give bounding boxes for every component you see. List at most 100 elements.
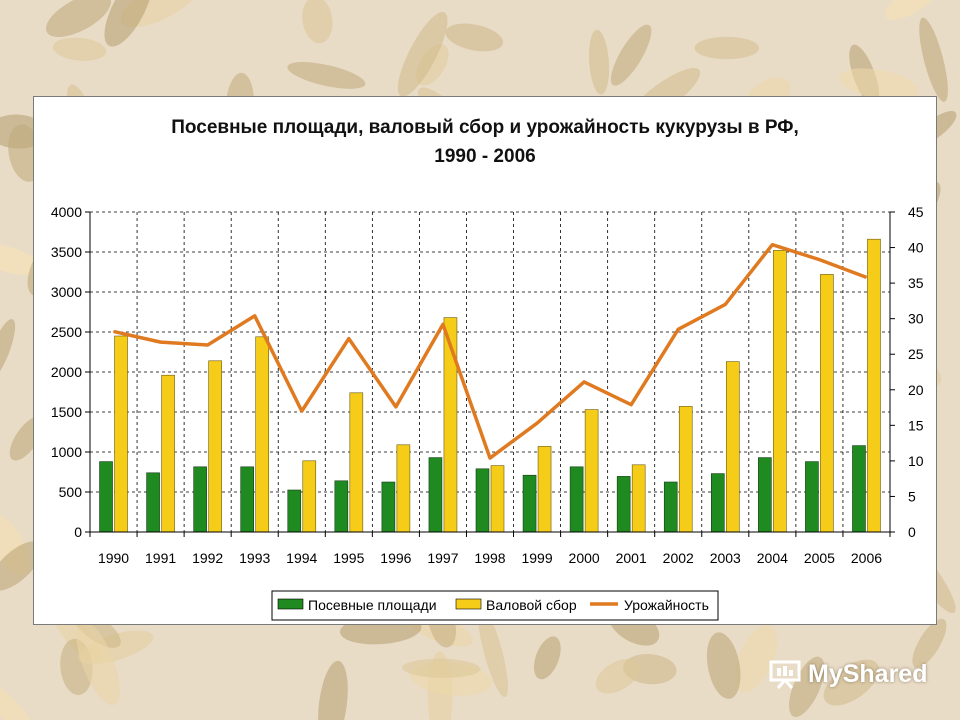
- yield-point-1991: [160, 341, 162, 343]
- grain-shape: [402, 658, 481, 678]
- bar-gross-1992: [208, 360, 222, 533]
- bar-gross-1999: [537, 446, 552, 533]
- legend-label-yield: Урожайность: [624, 597, 709, 613]
- right-tick-label: 40: [908, 240, 924, 256]
- yield-point-1996: [395, 406, 397, 408]
- bar-gross-2006: [867, 238, 881, 533]
- grain-shape: [52, 37, 107, 61]
- right-axis-ticks: 0 5 10 15 20 25 30 35 40 45: [890, 204, 924, 540]
- grain-shape: [0, 677, 33, 720]
- x-axis-ticks: 1990 1991 1992 1993 1994 1995 1996 1997 1998 1999…: [89, 532, 891, 566]
- yield-point-1995: [348, 338, 350, 340]
- yield-line-group: [113, 242, 868, 460]
- x-tick-label: 1993: [239, 550, 270, 566]
- bar-gross-1995: [349, 392, 364, 533]
- legend: Посевные площади Валовой сбор Урожайност…: [271, 590, 719, 621]
- right-tick-label: 45: [908, 204, 924, 220]
- bar-gross-2000: [584, 409, 599, 533]
- left-tick-label: 4000: [51, 204, 82, 220]
- area-bars: [99, 445, 866, 533]
- x-tick-label: 2004: [757, 550, 788, 566]
- grain-shape: [533, 636, 561, 680]
- x-tick-label: 1990: [98, 550, 129, 566]
- yield-point-1992: [207, 344, 209, 346]
- bar-gross-2005: [820, 274, 834, 533]
- grain-shape: [823, 659, 880, 706]
- bar-gross-1993: [255, 336, 270, 533]
- left-tick-label: 3000: [51, 284, 82, 300]
- yield-point-1994: [301, 410, 303, 412]
- bar-area-2003: [710, 473, 725, 533]
- yield-point-2000: [583, 381, 585, 383]
- presentation-icon: [769, 660, 801, 689]
- grain-shape: [302, 0, 333, 44]
- bar-area-1995: [334, 480, 349, 533]
- grain-shape: [0, 243, 43, 275]
- grain-shape: [919, 17, 948, 102]
- x-tick-label: 2006: [851, 550, 882, 566]
- yield-point-1997: [442, 323, 444, 325]
- watermark-text: MyShared: [808, 659, 928, 688]
- grain-shape: [610, 24, 652, 86]
- chart-subtitle: 1990 - 2006: [434, 146, 535, 167]
- x-tick-label: 1999: [521, 550, 552, 566]
- yield-point-1993: [254, 315, 256, 317]
- grain-shape: [588, 29, 610, 95]
- yield-point-2003: [724, 303, 726, 305]
- grain-shape: [104, 0, 153, 47]
- grain-shape: [839, 68, 919, 101]
- bar-area-1990: [99, 461, 113, 533]
- bar-gross-1998: [490, 465, 505, 533]
- x-tick-label: 1998: [474, 550, 505, 566]
- right-tick-label: 10: [908, 453, 924, 469]
- yield-point-2005: [818, 259, 820, 261]
- grain-shape: [0, 319, 16, 383]
- chart-title: Посевные площади, валовый сбор и урожайн…: [171, 117, 798, 138]
- grain-shape: [477, 605, 508, 698]
- left-tick-label: 500: [59, 484, 83, 500]
- bar-gross-1996: [396, 444, 411, 533]
- grain-shape: [734, 624, 778, 693]
- left-tick-label: 2000: [51, 364, 82, 380]
- grain-shape: [885, 0, 939, 20]
- grain-shape: [397, 11, 448, 97]
- bar-gross-2002: [678, 406, 693, 533]
- bar-gross-2004: [773, 250, 787, 533]
- grain-shape: [595, 658, 640, 694]
- grain-shape: [706, 632, 741, 699]
- bar-area-1998: [475, 468, 490, 533]
- x-tick-label: 2003: [710, 550, 741, 566]
- bar-area-1996: [381, 481, 396, 533]
- right-tick-label: 15: [908, 417, 924, 433]
- yield-point-1999: [536, 422, 538, 424]
- left-axis-ticks: 0 500 1000 1500 2000 2500 3000 3500 4000: [51, 204, 90, 540]
- grain-shape: [287, 62, 366, 89]
- yield-point-1990: [113, 330, 115, 332]
- right-tick-label: 30: [908, 311, 924, 327]
- right-tick-label: 35: [908, 275, 924, 291]
- bar-gross-1990: [114, 335, 128, 533]
- legend-label-gross: Валовой сбор: [486, 597, 577, 613]
- yield-line: [113, 242, 868, 460]
- yield-point-2004: [771, 244, 773, 246]
- x-tick-label: 2000: [569, 550, 600, 566]
- x-tick-label: 1994: [286, 550, 317, 566]
- grain-shape: [318, 660, 348, 720]
- right-tick-label: 0: [908, 524, 916, 540]
- grain-shape: [445, 23, 504, 52]
- x-tick-label: 1991: [145, 550, 176, 566]
- bar-area-2001: [616, 476, 631, 533]
- bar-area-1997: [428, 457, 443, 533]
- legend-box: [271, 590, 719, 621]
- bar-area-1994: [287, 489, 302, 533]
- bar-area-1992: [193, 466, 207, 533]
- yield-point-2002: [677, 328, 679, 330]
- right-tick-label: 25: [908, 346, 924, 362]
- bar-gross-2001: [631, 464, 646, 533]
- grain-shape: [0, 541, 43, 591]
- grain-shape: [76, 621, 120, 706]
- grain-shape: [45, 0, 112, 38]
- x-tick-label: 1995: [333, 550, 364, 566]
- x-tick-label: 2002: [663, 550, 694, 566]
